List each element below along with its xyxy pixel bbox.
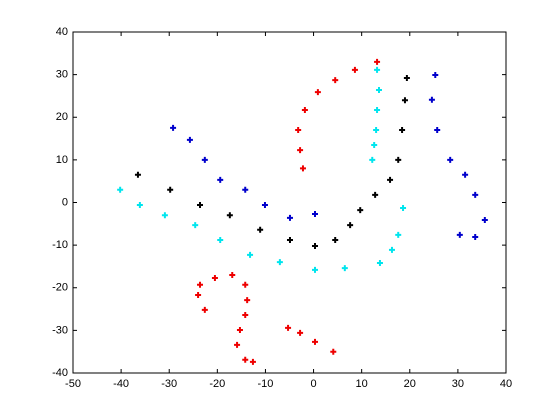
point bbox=[400, 205, 407, 212]
point bbox=[297, 329, 304, 336]
point bbox=[395, 156, 402, 163]
point bbox=[134, 171, 141, 178]
point bbox=[286, 214, 293, 221]
point bbox=[167, 186, 174, 193]
point bbox=[242, 356, 249, 363]
point bbox=[217, 237, 224, 244]
point bbox=[261, 202, 268, 209]
y-tick-label: 0 bbox=[62, 196, 68, 208]
point bbox=[311, 266, 318, 273]
point bbox=[211, 274, 218, 281]
x-tick-label: -50 bbox=[65, 378, 81, 390]
point bbox=[472, 191, 479, 198]
y-tick-label: -20 bbox=[52, 282, 68, 294]
point bbox=[376, 260, 383, 267]
point bbox=[117, 186, 124, 193]
point bbox=[399, 127, 406, 134]
point bbox=[257, 226, 264, 233]
point bbox=[314, 89, 321, 96]
point bbox=[374, 66, 381, 73]
point bbox=[357, 207, 364, 214]
point bbox=[242, 281, 249, 288]
point bbox=[330, 348, 337, 355]
point bbox=[373, 127, 380, 134]
x-tick-label: 0 bbox=[310, 378, 316, 390]
point bbox=[462, 171, 469, 178]
x-tick-label: -10 bbox=[257, 378, 273, 390]
x-tick-label: 20 bbox=[404, 378, 416, 390]
point bbox=[226, 212, 233, 219]
point bbox=[242, 186, 249, 193]
point bbox=[374, 58, 381, 65]
point bbox=[369, 156, 376, 163]
y-tick-label: -10 bbox=[52, 239, 68, 251]
y-tick-label: -40 bbox=[52, 367, 68, 379]
point bbox=[297, 147, 304, 154]
y-tick-label: 10 bbox=[56, 154, 68, 166]
point bbox=[276, 259, 283, 266]
y-tick-label: 20 bbox=[56, 111, 68, 123]
point bbox=[332, 77, 339, 84]
x-tick-label: -40 bbox=[113, 378, 129, 390]
point bbox=[285, 324, 292, 331]
point bbox=[236, 326, 243, 333]
plot-area bbox=[72, 31, 507, 374]
point bbox=[249, 358, 256, 365]
point bbox=[387, 176, 394, 183]
point bbox=[201, 156, 208, 163]
point bbox=[403, 75, 410, 82]
point bbox=[472, 234, 479, 241]
point bbox=[434, 127, 441, 134]
point bbox=[234, 341, 241, 348]
point bbox=[388, 246, 395, 253]
point bbox=[395, 231, 402, 238]
point bbox=[301, 107, 308, 114]
point bbox=[201, 306, 208, 313]
point bbox=[247, 251, 254, 258]
x-tick-label: 30 bbox=[452, 378, 464, 390]
point bbox=[161, 212, 168, 219]
x-tick-label: -30 bbox=[161, 378, 177, 390]
point bbox=[299, 165, 306, 172]
point bbox=[217, 176, 224, 183]
point bbox=[447, 156, 454, 163]
point bbox=[311, 242, 318, 249]
point bbox=[371, 141, 378, 148]
point bbox=[229, 271, 236, 278]
point bbox=[347, 222, 354, 229]
y-tick-label: 30 bbox=[56, 69, 68, 81]
x-tick-label: 10 bbox=[356, 378, 368, 390]
point bbox=[351, 66, 358, 73]
point bbox=[374, 107, 381, 114]
point bbox=[341, 265, 348, 272]
point bbox=[197, 202, 204, 209]
point bbox=[136, 202, 143, 209]
point bbox=[456, 231, 463, 238]
y-tick-label: -30 bbox=[52, 324, 68, 336]
y-tick-label: 40 bbox=[56, 26, 68, 38]
point bbox=[432, 72, 439, 79]
point bbox=[186, 136, 193, 143]
point bbox=[428, 96, 435, 103]
point bbox=[192, 222, 199, 229]
x-tick-label: -20 bbox=[209, 378, 225, 390]
point bbox=[242, 312, 249, 319]
point bbox=[311, 211, 318, 218]
point bbox=[311, 338, 318, 345]
point bbox=[401, 97, 408, 104]
point bbox=[244, 297, 251, 304]
point bbox=[375, 86, 382, 93]
point bbox=[286, 237, 293, 244]
point bbox=[481, 216, 488, 223]
x-tick-label: 40 bbox=[500, 378, 512, 390]
point bbox=[332, 237, 339, 244]
point bbox=[197, 281, 204, 288]
point bbox=[372, 191, 379, 198]
point bbox=[170, 124, 177, 131]
point bbox=[195, 291, 202, 298]
point bbox=[295, 127, 302, 134]
